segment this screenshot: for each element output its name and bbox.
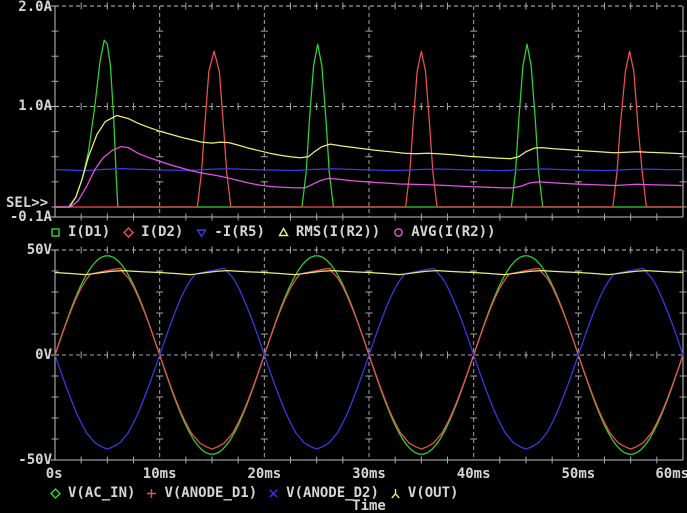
tri-down-marker-icon: [196, 228, 208, 238]
tri-up-marker-icon: [278, 226, 289, 236]
bottom-plot-legend: V(AC_IN) V(ANODE_D1) V(ANODE_D2) V(OUT): [50, 485, 459, 501]
y-tick-label: 50V: [26, 242, 52, 258]
trace-i-r5: [54, 168, 684, 172]
legend-item-label: AVG(I(R2)): [411, 224, 496, 240]
circle-marker-icon: [394, 227, 404, 237]
x-tick-label: 60ms: [655, 466, 687, 482]
x-axis-title: Time: [352, 498, 386, 513]
square-marker-icon: [51, 227, 60, 237]
diamond-marker-icon: [123, 226, 135, 238]
y-tick-label: 0V: [35, 347, 52, 363]
y-tick-label: -50V: [18, 452, 52, 468]
x-tick-label: 50ms: [561, 466, 596, 482]
legend-item[interactable]: -I(R5): [196, 224, 265, 240]
x-tick-label: 40ms: [456, 466, 491, 482]
x-tick-label: 20ms: [247, 466, 282, 482]
trace-i-d1: [55, 39, 683, 208]
trace-i-d2: [55, 50, 683, 208]
legend-item[interactable]: V(AC_IN): [50, 485, 135, 501]
legend-item[interactable]: AVG(I(R2)): [393, 224, 495, 240]
legend-item-label: V(ANODE_D1): [164, 485, 258, 501]
trace-avg-i-r2: [55, 146, 684, 208]
trace-v-anode-d1: [54, 267, 684, 450]
top-plot-legend: I(D1) I(D2) -I(R5) RMS(I(R2)) AVG(I(R2)): [50, 224, 495, 240]
legend-item[interactable]: I(D1): [50, 224, 110, 240]
legend-item-label: V(ANODE_D2): [286, 485, 379, 501]
legend-item[interactable]: RMS(I(R2)): [278, 224, 380, 240]
legend-item-label: I(D1): [68, 224, 111, 240]
legend-item[interactable]: V(ANODE_D1): [146, 485, 257, 501]
legend-item-label: RMS(I(R2)): [295, 224, 381, 240]
x-marker-icon: [269, 489, 278, 497]
plus-marker-icon: [147, 488, 157, 498]
top-plot[interactable]: [51, 2, 687, 221]
trace-v-anode-d2: [54, 267, 684, 450]
legend-item-label: V(OUT): [407, 485, 459, 501]
x-tick-label: 30ms: [352, 466, 386, 482]
sel-indicator: SEL>>: [6, 195, 49, 211]
y-tick-label: 2.0A: [18, 0, 52, 15]
legend-item-label: V(AC_IN): [68, 485, 136, 501]
legend-item[interactable]: V(ANODE_D2): [268, 485, 379, 501]
x-tick-label: 0s: [45, 466, 63, 482]
y-tick-label: 1.0A: [18, 98, 52, 115]
trace-rms-i-r2: [55, 114, 684, 208]
legend-item[interactable]: V(OUT): [390, 485, 459, 501]
diamond-marker-icon: [50, 487, 61, 499]
legend-item-label: -I(R5): [214, 224, 265, 240]
bottom-plot[interactable]: [51, 246, 687, 464]
x-tick-label: 10ms: [142, 466, 177, 482]
legend-item[interactable]: I(D2): [123, 224, 183, 240]
y-down-marker-icon: [391, 488, 400, 498]
trace-v-out: [54, 269, 684, 276]
y-tick-label: -0.1A: [9, 209, 52, 225]
legend-item-label: I(D2): [141, 224, 184, 240]
